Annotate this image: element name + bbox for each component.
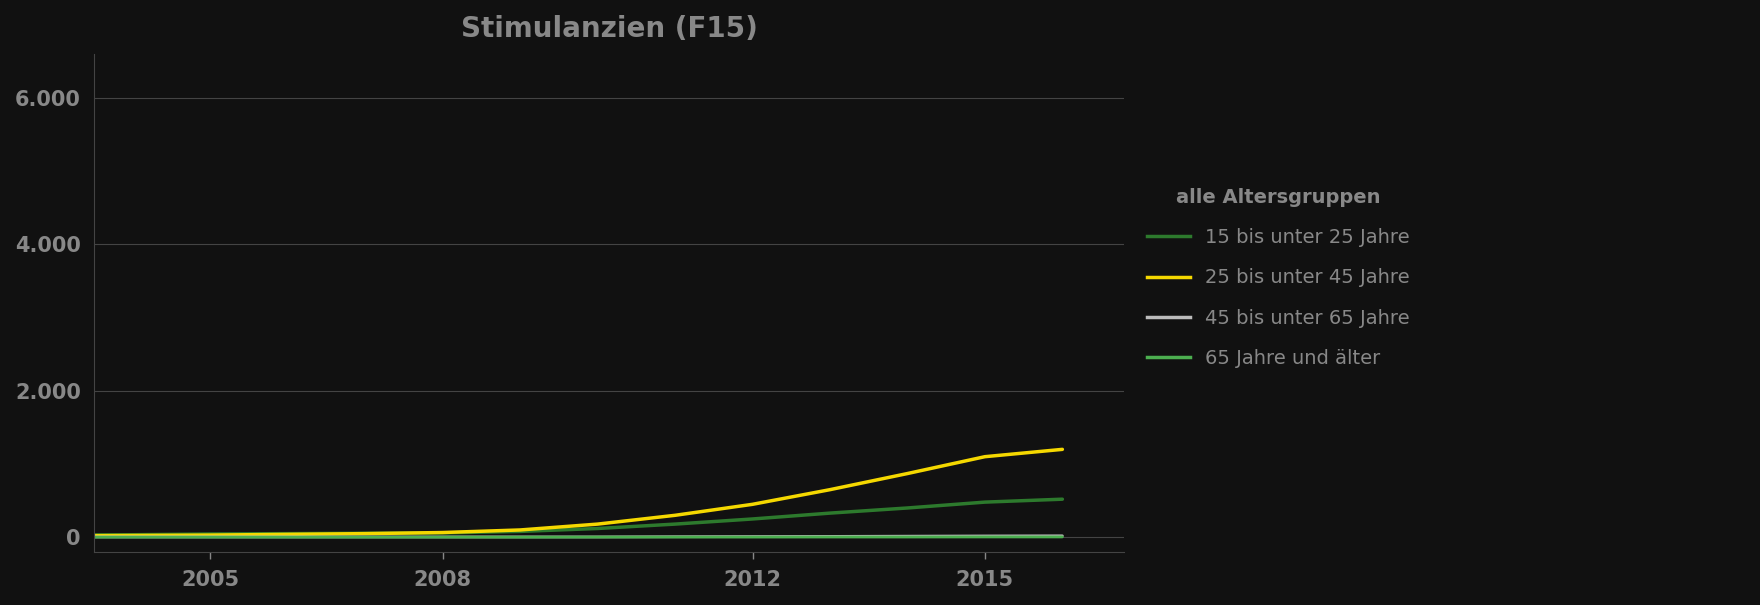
65 Jahre und älter xyxy=(820,534,841,541)
15 bis unter 25 Jahre xyxy=(510,528,532,535)
45 bis unter 65 Jahre xyxy=(588,533,609,540)
45 bis unter 65 Jahre xyxy=(898,532,919,540)
45 bis unter 65 Jahre xyxy=(199,533,220,540)
Title: Stimulanzien (F15): Stimulanzien (F15) xyxy=(461,15,757,43)
25 bis unter 45 Jahre xyxy=(199,531,220,538)
15 bis unter 25 Jahre xyxy=(1052,495,1074,503)
15 bis unter 25 Jahre xyxy=(44,531,65,538)
25 bis unter 45 Jahre xyxy=(820,486,841,493)
15 bis unter 25 Jahre xyxy=(121,531,143,538)
15 bis unter 25 Jahre xyxy=(743,515,764,523)
65 Jahre und älter xyxy=(898,534,919,541)
25 bis unter 45 Jahre xyxy=(743,501,764,508)
45 bis unter 65 Jahre xyxy=(44,533,65,540)
25 bis unter 45 Jahre xyxy=(510,526,532,534)
15 bis unter 25 Jahre xyxy=(588,525,609,532)
45 bis unter 65 Jahre xyxy=(121,533,143,540)
65 Jahre und älter xyxy=(44,534,65,541)
45 bis unter 65 Jahre xyxy=(665,533,686,540)
25 bis unter 45 Jahre xyxy=(354,530,375,537)
15 bis unter 25 Jahre xyxy=(665,520,686,528)
25 bis unter 45 Jahre xyxy=(44,532,65,540)
15 bis unter 25 Jahre xyxy=(433,529,454,537)
45 bis unter 65 Jahre xyxy=(510,533,532,540)
65 Jahre und älter xyxy=(121,534,143,541)
45 bis unter 65 Jahre xyxy=(276,533,297,540)
15 bis unter 25 Jahre xyxy=(820,509,841,517)
45 bis unter 65 Jahre xyxy=(433,533,454,540)
65 Jahre und älter xyxy=(276,534,297,541)
25 bis unter 45 Jahre xyxy=(433,529,454,536)
25 bis unter 45 Jahre xyxy=(276,531,297,538)
65 Jahre und älter xyxy=(975,533,996,540)
65 Jahre und älter xyxy=(510,534,532,541)
15 bis unter 25 Jahre xyxy=(898,505,919,512)
45 bis unter 65 Jahre xyxy=(743,533,764,540)
65 Jahre und älter xyxy=(1052,533,1074,540)
65 Jahre und älter xyxy=(743,534,764,541)
45 bis unter 65 Jahre xyxy=(354,533,375,540)
65 Jahre und älter xyxy=(665,534,686,541)
25 bis unter 45 Jahre xyxy=(665,512,686,519)
25 bis unter 45 Jahre xyxy=(588,520,609,528)
15 bis unter 25 Jahre xyxy=(199,531,220,538)
Legend: 15 bis unter 25 Jahre, 25 bis unter 45 Jahre, 45 bis unter 65 Jahre, 65 Jahre un: 15 bis unter 25 Jahre, 25 bis unter 45 J… xyxy=(1139,180,1419,376)
15 bis unter 25 Jahre xyxy=(354,529,375,537)
45 bis unter 65 Jahre xyxy=(1052,532,1074,540)
25 bis unter 45 Jahre xyxy=(1052,446,1074,453)
65 Jahre und älter xyxy=(199,534,220,541)
45 bis unter 65 Jahre xyxy=(820,533,841,540)
15 bis unter 25 Jahre xyxy=(276,530,297,537)
65 Jahre und älter xyxy=(588,534,609,541)
65 Jahre und älter xyxy=(433,534,454,541)
25 bis unter 45 Jahre xyxy=(898,470,919,477)
15 bis unter 25 Jahre xyxy=(975,499,996,506)
Line: 15 bis unter 25 Jahre: 15 bis unter 25 Jahre xyxy=(55,499,1063,535)
65 Jahre und älter xyxy=(354,534,375,541)
45 bis unter 65 Jahre xyxy=(975,532,996,540)
Line: 45 bis unter 65 Jahre: 45 bis unter 65 Jahre xyxy=(55,536,1063,537)
25 bis unter 45 Jahre xyxy=(975,453,996,460)
25 bis unter 45 Jahre xyxy=(121,532,143,539)
Line: 25 bis unter 45 Jahre: 25 bis unter 45 Jahre xyxy=(55,450,1063,536)
